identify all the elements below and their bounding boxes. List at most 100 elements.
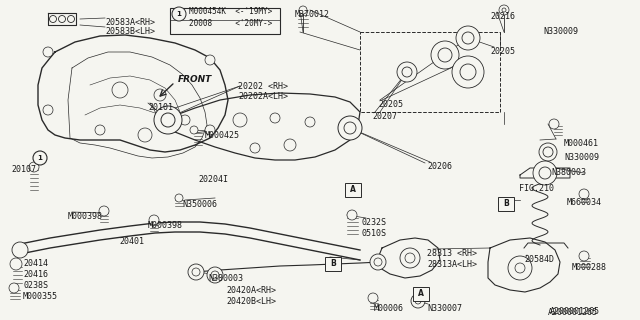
Text: M000355: M000355 — [23, 292, 58, 301]
Text: N350006: N350006 — [182, 200, 217, 209]
Circle shape — [99, 206, 109, 216]
Circle shape — [154, 89, 166, 101]
Text: M000454K  <-'19MY>: M000454K <-'19MY> — [189, 7, 272, 17]
Text: 1: 1 — [177, 11, 181, 17]
Circle shape — [211, 271, 219, 279]
Circle shape — [205, 55, 215, 65]
Circle shape — [190, 126, 198, 134]
Text: 20401: 20401 — [119, 237, 144, 246]
Circle shape — [460, 64, 476, 80]
Circle shape — [456, 26, 480, 50]
Text: 20008     <'20MY->: 20008 <'20MY-> — [188, 25, 276, 34]
Circle shape — [438, 48, 452, 62]
Text: N330009: N330009 — [564, 153, 599, 162]
Text: 20583B<LH>: 20583B<LH> — [105, 27, 155, 36]
Text: 28313A<LH>: 28313A<LH> — [427, 260, 477, 269]
Text: 20583A<RH>: 20583A<RH> — [105, 18, 155, 27]
Circle shape — [284, 139, 296, 151]
Circle shape — [149, 215, 159, 225]
Text: FIG.210: FIG.210 — [519, 184, 554, 193]
Circle shape — [58, 15, 65, 22]
Text: 20420A<RH>: 20420A<RH> — [226, 286, 276, 295]
Circle shape — [415, 298, 421, 304]
Circle shape — [12, 242, 28, 258]
Circle shape — [515, 263, 525, 273]
Circle shape — [43, 47, 53, 57]
Text: M000398: M000398 — [148, 221, 183, 230]
Text: A: A — [418, 290, 424, 299]
Circle shape — [579, 251, 589, 261]
Text: M370012: M370012 — [295, 10, 330, 19]
Circle shape — [549, 119, 559, 129]
Text: M000398: M000398 — [68, 212, 103, 221]
Circle shape — [370, 254, 386, 270]
Circle shape — [502, 8, 506, 12]
Text: N330007: N330007 — [427, 304, 462, 313]
Text: FRONT: FRONT — [178, 76, 212, 84]
Text: M660034: M660034 — [567, 198, 602, 207]
Text: N330009: N330009 — [543, 27, 578, 36]
Text: 20414: 20414 — [23, 259, 48, 268]
Text: 20205: 20205 — [490, 47, 515, 56]
Circle shape — [431, 41, 459, 69]
Text: M00006: M00006 — [374, 304, 404, 313]
Text: 20207: 20207 — [372, 112, 397, 121]
Bar — [170, 8, 280, 34]
Text: A200001265: A200001265 — [550, 307, 600, 316]
Circle shape — [508, 256, 532, 280]
Bar — [360, 32, 500, 112]
Circle shape — [579, 189, 589, 199]
Circle shape — [402, 67, 412, 77]
Circle shape — [138, 128, 152, 142]
Circle shape — [452, 56, 484, 88]
Text: 20205: 20205 — [378, 100, 403, 109]
Circle shape — [154, 106, 182, 134]
Text: 20107: 20107 — [11, 165, 36, 174]
Circle shape — [347, 210, 357, 220]
Circle shape — [533, 161, 557, 185]
Circle shape — [180, 115, 190, 125]
Circle shape — [161, 113, 175, 127]
Text: M000454K  <-'19MY>: M000454K <-'19MY> — [188, 15, 276, 24]
Circle shape — [462, 32, 474, 44]
Text: 1: 1 — [38, 155, 42, 161]
Circle shape — [368, 293, 378, 303]
Circle shape — [175, 194, 183, 202]
Circle shape — [43, 105, 53, 115]
Text: 20008     <'20MY->: 20008 <'20MY-> — [189, 19, 272, 28]
Circle shape — [543, 147, 553, 157]
Circle shape — [10, 258, 22, 270]
Text: 20584D: 20584D — [524, 255, 554, 264]
Circle shape — [233, 113, 247, 127]
Circle shape — [270, 113, 280, 123]
Circle shape — [205, 125, 215, 135]
Circle shape — [112, 82, 128, 98]
Text: M000461: M000461 — [564, 139, 599, 148]
Text: 20204I: 20204I — [198, 175, 228, 184]
Bar — [413, 287, 429, 301]
Text: M000425: M000425 — [205, 131, 240, 140]
Bar — [345, 183, 361, 197]
Text: 0510S: 0510S — [362, 229, 387, 238]
Text: A: A — [350, 186, 356, 195]
Circle shape — [405, 253, 415, 263]
Text: N380003: N380003 — [208, 274, 243, 283]
Text: 20216: 20216 — [490, 12, 515, 21]
Text: N380003: N380003 — [551, 168, 586, 177]
Circle shape — [411, 294, 425, 308]
Text: B: B — [330, 260, 336, 268]
Circle shape — [188, 264, 204, 280]
Text: B: B — [503, 199, 509, 209]
Bar — [325, 257, 341, 271]
Circle shape — [49, 15, 56, 22]
Text: M000288: M000288 — [572, 263, 607, 272]
Circle shape — [539, 143, 557, 161]
Circle shape — [67, 15, 74, 22]
Text: 20206: 20206 — [427, 162, 452, 171]
Circle shape — [499, 5, 509, 15]
Circle shape — [400, 248, 420, 268]
Text: 20420B<LH>: 20420B<LH> — [226, 297, 276, 306]
Circle shape — [172, 7, 186, 21]
Bar — [498, 197, 514, 211]
Circle shape — [250, 143, 260, 153]
